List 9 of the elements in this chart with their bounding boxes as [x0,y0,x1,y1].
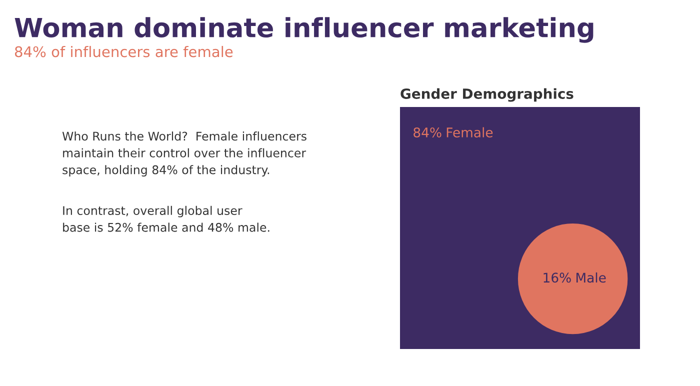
data-label: 16% [544,272,571,283]
text: In contrast, overall global user base is 52% female and 48% male. [63,206,270,232]
text: 84% of influencers are female [14,46,233,58]
text: Who Runs the World? Female influencers maintain their control over the influencer space, holding 84% of the industry. [62,131,306,177]
category-label: Male [576,272,606,283]
text: Gender Demographics [400,88,574,102]
data-label: 84% [414,127,442,138]
text: Woman dominate influencer marketing [14,17,594,43]
category-label: Female [446,127,493,138]
